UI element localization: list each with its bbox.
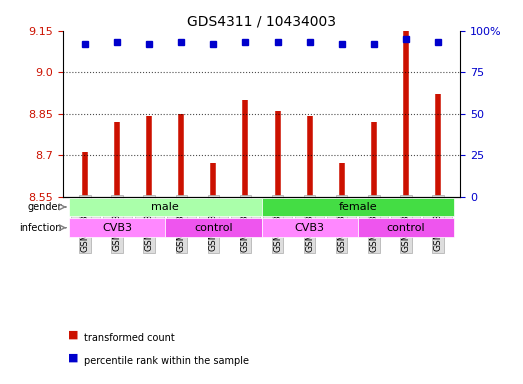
Text: GSM863113: GSM863113 xyxy=(177,197,186,252)
Text: CVB3: CVB3 xyxy=(294,223,325,233)
Text: ■: ■ xyxy=(68,330,78,340)
Bar xyxy=(165,218,262,237)
Title: GDS4311 / 10434003: GDS4311 / 10434003 xyxy=(187,14,336,28)
Text: male: male xyxy=(152,202,179,212)
Bar xyxy=(69,198,262,216)
Text: GSM863121: GSM863121 xyxy=(145,197,154,252)
Text: infection: infection xyxy=(20,223,62,233)
FancyBboxPatch shape xyxy=(135,200,164,225)
FancyBboxPatch shape xyxy=(167,200,196,225)
Bar xyxy=(262,198,454,216)
Text: GSM863115: GSM863115 xyxy=(241,197,250,252)
FancyBboxPatch shape xyxy=(71,200,99,225)
FancyBboxPatch shape xyxy=(231,200,260,225)
Bar xyxy=(262,218,358,237)
Text: GSM863119: GSM863119 xyxy=(81,197,90,252)
Bar xyxy=(69,218,165,237)
Text: GSM863116: GSM863116 xyxy=(273,197,282,252)
FancyBboxPatch shape xyxy=(391,200,420,225)
Text: GSM863112: GSM863112 xyxy=(433,197,442,252)
Text: GSM863110: GSM863110 xyxy=(369,197,378,252)
Text: percentile rank within the sample: percentile rank within the sample xyxy=(84,356,248,366)
Text: control: control xyxy=(386,223,425,233)
Text: GSM863111: GSM863111 xyxy=(401,197,410,252)
FancyBboxPatch shape xyxy=(103,200,132,225)
FancyBboxPatch shape xyxy=(359,200,388,225)
Text: ■: ■ xyxy=(68,353,78,363)
Text: transformed count: transformed count xyxy=(84,333,175,343)
Text: GSM863120: GSM863120 xyxy=(113,197,122,252)
Text: GSM863117: GSM863117 xyxy=(305,197,314,252)
FancyBboxPatch shape xyxy=(263,200,292,225)
FancyBboxPatch shape xyxy=(199,200,228,225)
FancyBboxPatch shape xyxy=(424,200,452,225)
Text: GSM863114: GSM863114 xyxy=(209,197,218,252)
Text: gender: gender xyxy=(28,202,62,212)
Text: control: control xyxy=(194,223,233,233)
FancyBboxPatch shape xyxy=(327,200,356,225)
Text: female: female xyxy=(338,202,377,212)
FancyBboxPatch shape xyxy=(295,200,324,225)
Bar xyxy=(358,218,454,237)
Text: GSM863118: GSM863118 xyxy=(337,197,346,252)
Text: CVB3: CVB3 xyxy=(103,223,132,233)
